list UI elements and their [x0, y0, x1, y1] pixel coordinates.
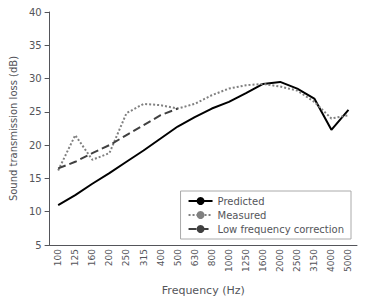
- svg-text:3150: 3150: [309, 249, 319, 272]
- svg-text:160: 160: [87, 249, 97, 266]
- svg-text:25: 25: [29, 106, 42, 117]
- svg-text:20: 20: [29, 140, 42, 151]
- svg-text:Predicted: Predicted: [218, 196, 265, 207]
- svg-text:400: 400: [156, 249, 166, 266]
- svg-text:2500: 2500: [292, 249, 302, 272]
- svg-text:1600: 1600: [258, 249, 268, 272]
- svg-text:500: 500: [173, 249, 183, 266]
- svg-text:35: 35: [29, 40, 42, 51]
- svg-text:250: 250: [121, 249, 131, 266]
- svg-text:Sound transmission loss (dB): Sound transmission loss (dB): [8, 56, 19, 201]
- svg-text:630: 630: [190, 249, 200, 266]
- svg-text:5000: 5000: [343, 249, 353, 272]
- svg-text:100: 100: [53, 249, 63, 266]
- svg-text:Measured: Measured: [218, 210, 267, 221]
- svg-text:5: 5: [35, 240, 41, 251]
- svg-text:315: 315: [139, 249, 149, 266]
- svg-text:2000: 2000: [275, 249, 285, 272]
- svg-text:125: 125: [70, 249, 80, 266]
- svg-text:800: 800: [207, 249, 217, 266]
- svg-text:1000: 1000: [224, 249, 234, 272]
- svg-text:4000: 4000: [326, 249, 336, 272]
- svg-text:200: 200: [104, 249, 114, 266]
- svg-text:Low frequency correction: Low frequency correction: [218, 224, 344, 235]
- svg-text:10: 10: [29, 206, 42, 217]
- svg-text:Frequency (Hz): Frequency (Hz): [162, 284, 245, 297]
- svg-text:1250: 1250: [241, 249, 251, 272]
- svg-text:40: 40: [29, 7, 42, 18]
- svg-text:15: 15: [29, 173, 42, 184]
- svg-text:30: 30: [29, 73, 42, 84]
